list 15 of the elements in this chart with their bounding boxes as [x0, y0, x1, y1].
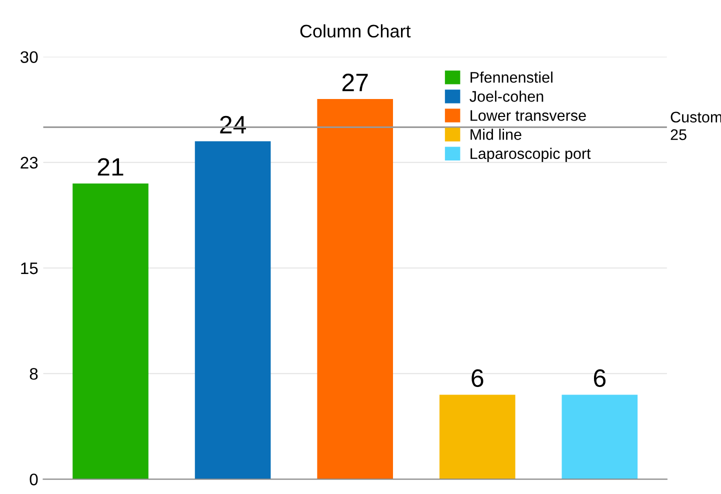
chart-title: Column Chart — [300, 24, 411, 38]
data-label: 27 — [342, 74, 368, 92]
y-tick-label: 0 — [30, 474, 38, 486]
data-label: 6 — [594, 369, 606, 387]
y-tick-label: 30 — [20, 51, 38, 64]
legend-label: Mid line — [470, 128, 522, 140]
data-label: 6 — [472, 369, 484, 387]
legend-label: Laparoscopic port — [470, 148, 591, 162]
y-tick-label: 8 — [30, 368, 38, 380]
y-tick-label: 15 — [21, 262, 38, 274]
legend-label: Joel-cohen — [470, 90, 544, 102]
legend-label: Lower transverse — [470, 110, 586, 121]
legend-label: Pfennenstiel — [470, 72, 552, 83]
data-label: 21 — [98, 158, 124, 176]
y-tick-label: 23 — [20, 156, 38, 169]
